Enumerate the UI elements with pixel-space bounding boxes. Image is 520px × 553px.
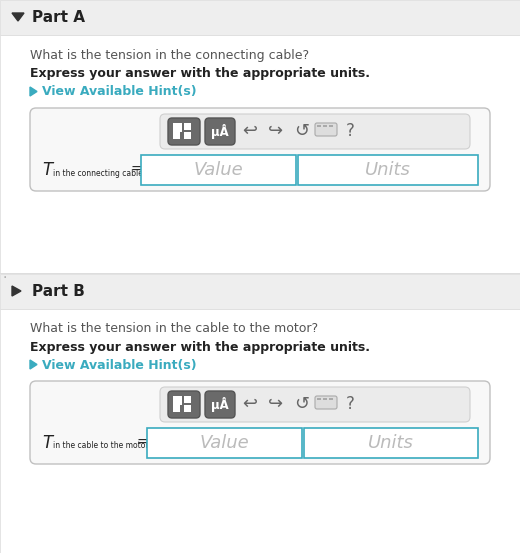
Text: in the connecting cable: in the connecting cable <box>53 169 143 178</box>
Bar <box>0 309 520 553</box>
Bar <box>173 123 182 132</box>
Polygon shape <box>30 360 37 369</box>
Bar <box>0 274 520 309</box>
Polygon shape <box>12 13 24 21</box>
FancyBboxPatch shape <box>315 396 337 409</box>
Bar <box>317 398 321 400</box>
FancyBboxPatch shape <box>160 387 470 422</box>
Text: μÅ: μÅ <box>211 124 229 139</box>
Text: ↺: ↺ <box>294 122 309 140</box>
Text: =: = <box>131 163 142 177</box>
Text: ↪: ↪ <box>268 395 283 413</box>
Text: ↩: ↩ <box>242 395 257 413</box>
Bar <box>147 428 302 458</box>
Text: What is the tension in the cable to the motor?: What is the tension in the cable to the … <box>30 322 318 336</box>
Bar <box>173 396 182 405</box>
Text: Value: Value <box>193 161 243 179</box>
Text: Part B: Part B <box>32 284 85 299</box>
FancyBboxPatch shape <box>205 391 235 418</box>
Text: =: = <box>137 436 149 450</box>
Text: ·: · <box>3 271 7 285</box>
Text: Express your answer with the appropriate units.: Express your answer with the appropriate… <box>30 341 370 353</box>
Bar <box>317 125 321 127</box>
Bar <box>329 125 333 127</box>
Text: Express your answer with the appropriate units.: Express your answer with the appropriate… <box>30 66 370 80</box>
Text: $T$: $T$ <box>42 434 55 452</box>
Bar <box>184 123 191 130</box>
Bar <box>323 398 327 400</box>
Bar <box>173 132 180 139</box>
FancyBboxPatch shape <box>160 114 470 149</box>
Bar <box>173 405 180 412</box>
Text: ↺: ↺ <box>294 395 309 413</box>
FancyBboxPatch shape <box>168 391 200 418</box>
FancyBboxPatch shape <box>30 108 490 191</box>
Text: Value: Value <box>200 434 250 452</box>
Bar <box>329 398 333 400</box>
Polygon shape <box>30 87 37 96</box>
Bar <box>0 35 520 273</box>
Text: What is the tension in the connecting cable?: What is the tension in the connecting ca… <box>30 49 309 61</box>
Text: μÅ: μÅ <box>211 397 229 412</box>
Text: $T$: $T$ <box>42 161 55 179</box>
Bar <box>184 396 191 403</box>
FancyBboxPatch shape <box>168 118 200 145</box>
Text: ↪: ↪ <box>268 122 283 140</box>
Text: in the cable to the motor: in the cable to the motor <box>53 441 149 451</box>
Text: Part A: Part A <box>32 10 85 25</box>
Bar <box>184 405 191 412</box>
Bar <box>184 132 191 139</box>
Bar <box>297 155 478 185</box>
Text: View Available Hint(s): View Available Hint(s) <box>42 358 197 372</box>
FancyBboxPatch shape <box>315 123 337 136</box>
Text: View Available Hint(s): View Available Hint(s) <box>42 85 197 97</box>
Bar <box>0 273 520 274</box>
Text: ?: ? <box>346 122 355 140</box>
Bar <box>140 155 295 185</box>
Bar <box>323 125 327 127</box>
FancyBboxPatch shape <box>30 381 490 464</box>
Bar <box>0 0 520 35</box>
Bar <box>304 428 478 458</box>
Polygon shape <box>12 286 21 296</box>
Text: ↩: ↩ <box>242 122 257 140</box>
FancyBboxPatch shape <box>205 118 235 145</box>
Text: ?: ? <box>346 395 355 413</box>
Text: Units: Units <box>368 434 414 452</box>
Text: Units: Units <box>365 161 411 179</box>
